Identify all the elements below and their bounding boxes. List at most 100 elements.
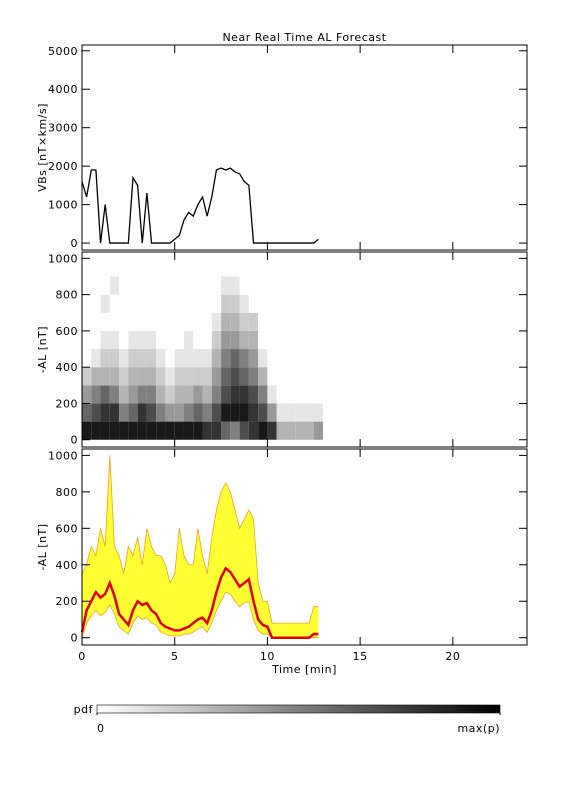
y-tick-label: 3000 xyxy=(48,122,78,135)
heat-cell xyxy=(82,349,92,368)
heat-cell xyxy=(146,421,157,440)
colorbar-title: pdf xyxy=(74,703,94,716)
heat-cell xyxy=(313,294,324,313)
heat-cell xyxy=(156,294,166,313)
heat-cell xyxy=(109,294,120,313)
heat-cell xyxy=(304,385,314,404)
heat-cell xyxy=(128,312,138,331)
heat-cell xyxy=(248,312,259,331)
heat-cell xyxy=(137,276,147,295)
heat-cell xyxy=(91,294,101,313)
y-axis-label: -AL [nT] xyxy=(36,523,49,570)
heat-cell xyxy=(221,294,231,313)
heat-cell xyxy=(313,330,324,350)
y-tick-label: 400 xyxy=(56,361,79,374)
heat-cell xyxy=(276,330,286,350)
heat-cell xyxy=(193,349,203,368)
heat-cell xyxy=(295,367,305,386)
heat-cell xyxy=(193,312,203,331)
heat-cell xyxy=(146,367,157,386)
heat-cell xyxy=(230,403,240,422)
heat-cell xyxy=(258,312,268,331)
heat-cell xyxy=(100,367,110,386)
heat-cell xyxy=(128,421,138,440)
heat-cell xyxy=(295,349,305,368)
y-axis-label: -AL [nT] xyxy=(36,326,49,373)
heat-cell xyxy=(119,312,129,331)
heat-cell xyxy=(230,276,240,295)
heat-cell xyxy=(285,349,296,368)
heat-cell xyxy=(146,294,157,313)
heat-cell xyxy=(100,403,110,422)
heat-cell xyxy=(202,294,212,313)
y-tick-label: 1000 xyxy=(48,252,78,265)
heat-cell xyxy=(146,276,157,295)
heat-cell xyxy=(248,330,259,350)
heat-cell xyxy=(193,330,203,350)
heat-cell xyxy=(267,312,277,331)
heat-cell xyxy=(313,403,324,422)
heat-cell xyxy=(248,385,259,404)
heat-cell xyxy=(137,312,147,331)
heat-cell xyxy=(109,349,120,368)
heat-cell xyxy=(258,367,268,386)
heat-cell xyxy=(119,276,129,295)
heat-cell xyxy=(276,403,286,422)
heat-cell xyxy=(156,330,166,350)
y-tick-label: 0 xyxy=(71,434,79,447)
heat-cell xyxy=(165,330,175,350)
heat-cell xyxy=(156,385,166,404)
heat-cell xyxy=(276,367,286,386)
y-tick-label: 5000 xyxy=(48,45,78,58)
y-axis-label: VBs [nT×km/s] xyxy=(36,103,49,192)
heat-cell xyxy=(183,294,194,313)
band-edge xyxy=(81,455,319,624)
heat-cell xyxy=(193,294,203,313)
heat-cell xyxy=(174,403,184,422)
heat-cell xyxy=(193,385,203,404)
y-tick-label: 2000 xyxy=(48,160,78,173)
heat-cell xyxy=(183,349,194,368)
heat-cell xyxy=(239,403,249,422)
heat-cell xyxy=(156,276,166,295)
heat-cell xyxy=(285,403,296,422)
heat-cell xyxy=(174,276,184,295)
x-tick-label: 15 xyxy=(353,650,368,663)
y-tick-label: 1000 xyxy=(48,199,78,212)
heat-cell xyxy=(137,421,147,440)
heat-cell xyxy=(221,385,231,404)
heat-cell xyxy=(146,330,157,350)
heat-cell xyxy=(156,421,166,440)
heat-cell xyxy=(230,421,240,440)
heat-cell xyxy=(295,385,305,404)
heat-cell xyxy=(313,312,324,331)
heat-cell xyxy=(174,330,184,350)
heat-cell xyxy=(230,294,240,313)
heat-cell xyxy=(313,367,324,386)
heat-cell xyxy=(91,330,101,350)
plot-frame xyxy=(81,44,528,251)
heat-cell xyxy=(174,312,184,331)
heat-cell xyxy=(82,385,92,404)
heat-cell xyxy=(174,385,184,404)
plot-frame xyxy=(81,448,528,646)
heat-cell xyxy=(156,403,166,422)
heat-cell xyxy=(202,330,212,350)
heat-cell xyxy=(313,276,324,295)
heat-cell xyxy=(230,349,240,368)
heat-cell xyxy=(109,330,120,350)
heat-cell xyxy=(313,385,324,404)
heat-cell xyxy=(211,330,222,350)
heat-cell xyxy=(165,276,175,295)
heat-cell xyxy=(119,367,129,386)
heat-cell xyxy=(239,294,249,313)
x-tick-label: 5 xyxy=(171,650,179,663)
heat-cell xyxy=(276,312,286,331)
heat-cell xyxy=(248,367,259,386)
heat-cell xyxy=(304,330,314,350)
heat-cell xyxy=(193,421,203,440)
heat-cell xyxy=(174,421,184,440)
heat-cell xyxy=(285,385,296,404)
heat-cell xyxy=(82,330,92,350)
